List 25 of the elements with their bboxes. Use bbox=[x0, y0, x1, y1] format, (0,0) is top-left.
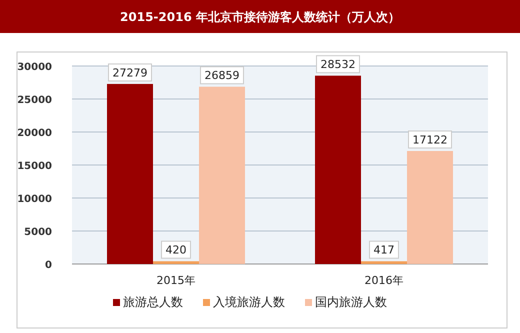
y-tick-label: 5000 bbox=[24, 227, 52, 238]
data-label: 26859 bbox=[204, 69, 240, 82]
y-tick-label: 15000 bbox=[17, 161, 52, 172]
bar bbox=[153, 261, 199, 264]
x-tick-label: 2015年 bbox=[156, 274, 196, 287]
data-label: 27279 bbox=[112, 66, 148, 80]
bar bbox=[107, 84, 153, 264]
bar bbox=[199, 86, 245, 264]
data-label: 417 bbox=[374, 244, 394, 257]
y-tick-label: 10000 bbox=[17, 194, 52, 205]
y-tick-label: 25000 bbox=[17, 95, 52, 106]
x-tick-label: 2016年 bbox=[364, 274, 404, 287]
chart-title: 2015-2016 年北京市接待游客人数统计（万人次） bbox=[120, 10, 400, 24]
legend-label: 国内旅游人数 bbox=[315, 295, 387, 309]
legend-label: 入境旅游人数 bbox=[213, 295, 285, 309]
data-label: 28532 bbox=[320, 58, 356, 72]
data-label: 17122 bbox=[412, 133, 448, 146]
bar bbox=[407, 150, 453, 264]
data-label: 420 bbox=[166, 244, 186, 257]
legend-label: 旅游总人数 bbox=[123, 295, 183, 309]
y-tick-label: 20000 bbox=[17, 128, 52, 139]
bar bbox=[315, 76, 361, 264]
bar bbox=[361, 261, 407, 264]
y-tick-label: 30000 bbox=[17, 62, 52, 73]
y-tick-label: 0 bbox=[45, 260, 52, 271]
